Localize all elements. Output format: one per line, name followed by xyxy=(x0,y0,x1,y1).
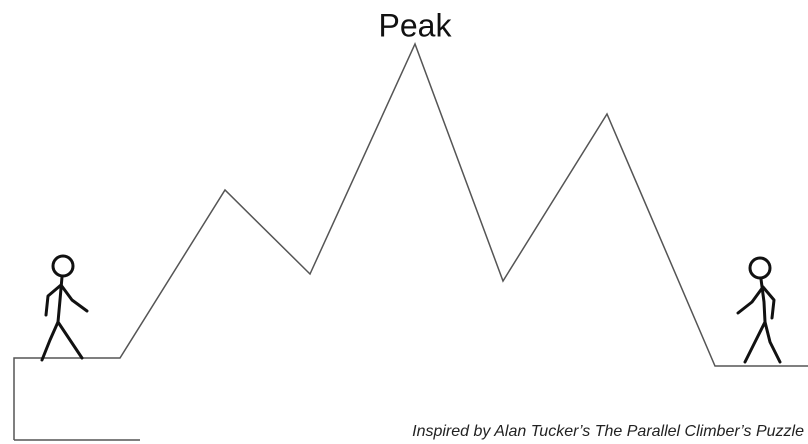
climber-right xyxy=(738,258,780,362)
caption: Inspired by Alan Tucker’s The Parallel C… xyxy=(412,423,804,440)
mountain-range xyxy=(14,44,808,440)
peak-label: Peak xyxy=(379,7,453,43)
diagram: Peak Inspired by Alan Tucker’s The Paral… xyxy=(0,0,808,444)
climber-left xyxy=(42,256,87,360)
